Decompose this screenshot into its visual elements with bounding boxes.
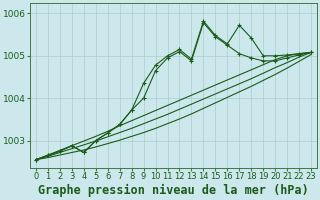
X-axis label: Graphe pression niveau de la mer (hPa): Graphe pression niveau de la mer (hPa)	[38, 184, 309, 197]
